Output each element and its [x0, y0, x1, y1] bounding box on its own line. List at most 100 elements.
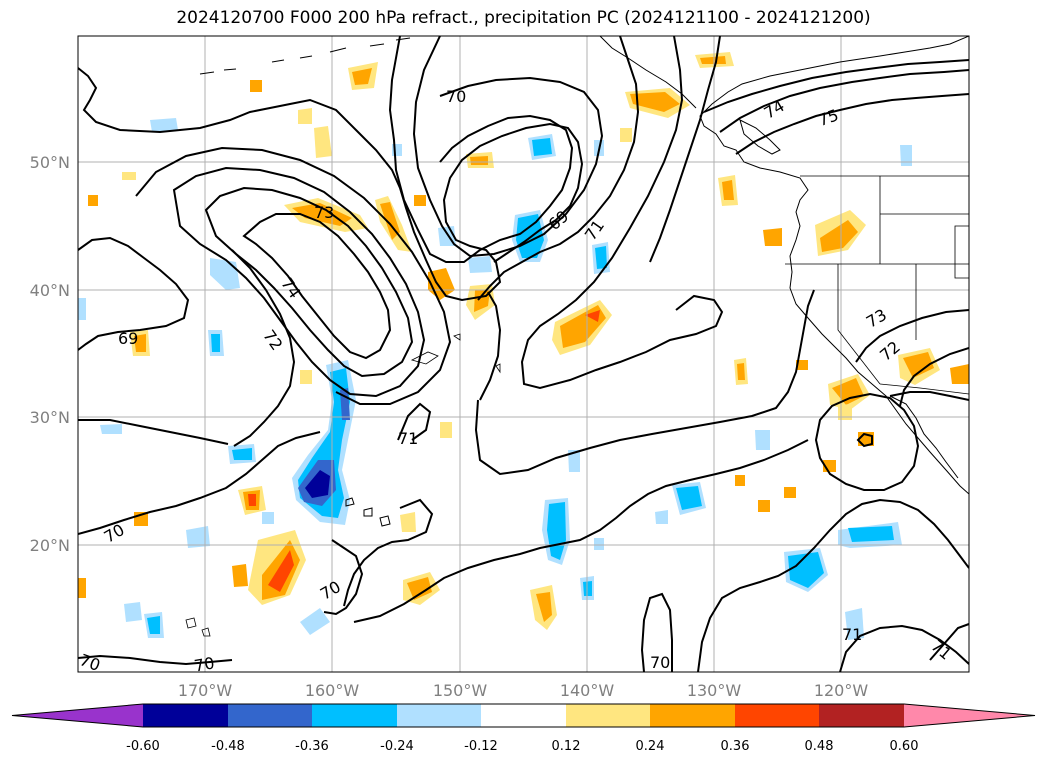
colorbar-segment	[397, 704, 481, 727]
precip-patch	[630, 92, 680, 112]
hawaii-islands	[345, 497, 391, 527]
contour-line	[479, 291, 502, 401]
colorbar-segment	[735, 704, 819, 727]
contour-line	[929, 623, 969, 661]
vancouver-island	[739, 119, 781, 155]
colorbar-extend-max	[904, 704, 1035, 727]
precip-patch	[305, 470, 330, 498]
contour-line	[231, 249, 296, 447]
contour-line	[412, 36, 604, 258]
contour-label: 70	[650, 653, 670, 672]
precip-patch	[414, 195, 426, 206]
precip-patch	[585, 310, 600, 322]
us-mexico-border	[879, 383, 969, 395]
contour-line	[856, 432, 873, 448]
contour-label: 69	[118, 329, 138, 348]
precip-patch	[788, 552, 824, 588]
contour-label: 70	[193, 653, 216, 675]
colorbar-segment	[650, 704, 735, 727]
precip-patch	[250, 80, 262, 92]
colorbar-tick-label: -0.60	[126, 739, 160, 754]
contour-line	[388, 36, 574, 263]
precip-patch	[262, 512, 274, 524]
precip-patch	[300, 608, 330, 635]
contour-line	[640, 592, 673, 672]
precip-patch	[470, 156, 488, 165]
small-islands	[185, 333, 501, 637]
precip-patch	[516, 214, 544, 258]
colorbar-segment	[312, 704, 397, 727]
precip-patch	[232, 564, 248, 587]
lat-label: 30°N	[30, 408, 70, 427]
precip-patch	[595, 246, 607, 269]
colorbar-segment	[481, 704, 566, 727]
precip-patch	[900, 145, 912, 166]
precip-patch	[620, 128, 632, 142]
contour-line	[204, 186, 414, 378]
contour-line	[520, 36, 724, 390]
contour-line	[719, 69, 969, 133]
precip-patch	[440, 422, 452, 438]
contour-line	[839, 624, 969, 672]
contour-line	[735, 93, 969, 155]
colorbar-segment	[566, 704, 650, 727]
longitude-labels: 170°W 160°W 150°W 140°W 130°W 120°W	[178, 681, 869, 700]
colorbar-tick-label: -0.48	[211, 739, 245, 754]
contour-label: 71	[398, 429, 418, 448]
colorbar-tick-label: 0.48	[805, 739, 834, 754]
contour-line	[697, 498, 969, 672]
contour-line	[477, 36, 640, 301]
lon-label: 160°W	[305, 681, 360, 700]
precip-patch	[300, 370, 312, 384]
precip-patch	[100, 424, 122, 434]
colorbar-segment	[143, 704, 228, 727]
precip-patch	[832, 378, 864, 405]
contour-line	[78, 67, 584, 302]
precip-patch	[796, 360, 808, 370]
contour-label: 71	[842, 625, 862, 644]
lon-label: 150°W	[433, 681, 488, 700]
contour-line	[397, 402, 432, 441]
precip-patch	[676, 486, 702, 510]
colorbar-tick-label: 0.36	[721, 739, 750, 754]
contour-line	[172, 166, 426, 398]
colorbar-extend-min	[12, 704, 143, 727]
contour-line	[343, 498, 434, 607]
colorbar-segment	[228, 704, 312, 727]
colorbar-segment	[819, 704, 904, 727]
precip-patch	[532, 138, 552, 156]
contour-line	[703, 59, 969, 113]
precip-patch	[147, 616, 160, 634]
precip-patch	[763, 228, 782, 246]
precip-patch	[298, 108, 312, 124]
precip-patch	[536, 592, 552, 622]
precip-patch	[352, 68, 372, 85]
contour-line	[78, 431, 321, 535]
colorbar-outline	[11, 703, 1036, 728]
lat-label: 50°N	[30, 153, 70, 172]
contour-line	[135, 146, 452, 405]
contour-line	[353, 439, 809, 623]
contour-line	[649, 36, 721, 263]
precip-patch	[845, 608, 864, 640]
latitude-labels: 50°N 40°N 30°N 20°N	[30, 153, 70, 555]
refractivity-contours	[78, 36, 969, 672]
borders	[785, 175, 969, 395]
precip-patch	[232, 448, 252, 460]
lon-label: 170°W	[178, 681, 233, 700]
precip-patch	[400, 512, 416, 532]
aleutian-islands	[199, 37, 411, 75]
colorbar-tick-label: -0.12	[464, 739, 498, 754]
precip-patch	[468, 256, 492, 273]
contour-line	[814, 392, 920, 491]
precip-patch	[186, 526, 210, 548]
precip-patch	[784, 487, 796, 498]
colorbar-segments	[11, 703, 1036, 728]
precip-patch	[700, 56, 726, 64]
colorbar: -0.60 -0.48 -0.36 -0.24 -0.12 0.12 0.24 …	[11, 703, 1036, 754]
contour-label: 73	[314, 203, 334, 222]
precip-patch	[314, 126, 332, 158]
contour-line	[855, 309, 969, 363]
precip-patch	[407, 577, 432, 600]
precip-patch	[78, 298, 86, 320]
